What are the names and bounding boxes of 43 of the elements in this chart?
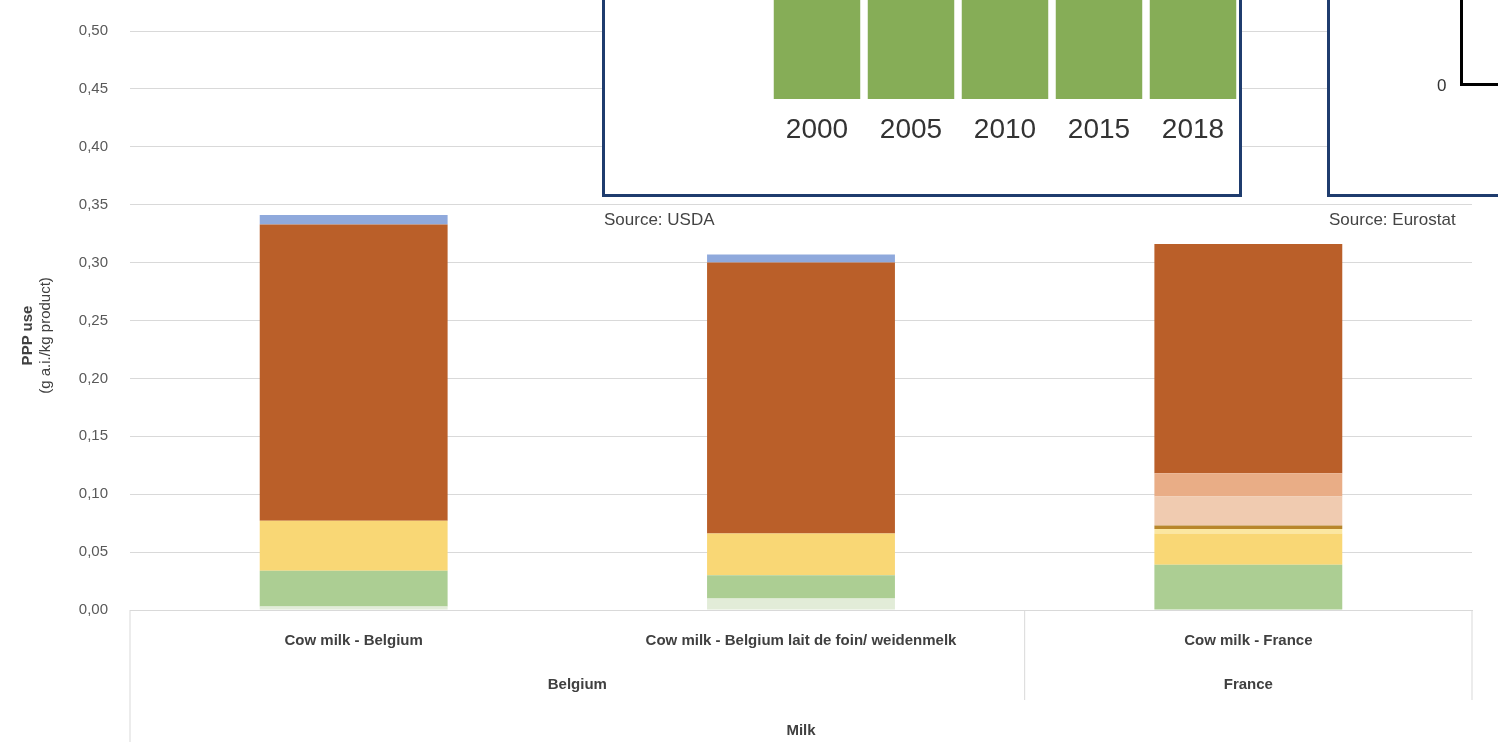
x-tick-label: Cow milk - France — [1184, 631, 1313, 649]
bar — [1154, 564, 1343, 610]
x-tick-label: 2010 — [973, 112, 1037, 144]
x-tick-label: 2015 — [1067, 112, 1131, 144]
bar — [707, 598, 895, 610]
annotation: Source: USDA — [604, 210, 715, 230]
y-tick-label: 0,45 — [78, 79, 108, 97]
y-tick-label: 0,50 — [78, 21, 108, 39]
y-tick-label: 0,05 — [78, 542, 108, 560]
bar — [259, 570, 448, 607]
bar — [259, 606, 448, 610]
bar — [1154, 528, 1343, 534]
x-tick-label: Cow milk - Belgium lait de foin/ weidenmelk — [645, 631, 958, 649]
x-tick-label: 2000 — [785, 112, 849, 144]
y-tick-label: 0,35 — [78, 194, 108, 212]
y-tick-label: 0,20 — [78, 368, 108, 386]
y-tick-label: 0,10 — [78, 484, 108, 502]
y-tick-label: 0,15 — [78, 426, 108, 444]
y-tick-label: 0,30 — [78, 252, 108, 270]
bar — [1154, 244, 1343, 474]
bar — [259, 520, 448, 571]
y-tick-label: 0,40 — [78, 136, 108, 154]
bar — [1154, 473, 1343, 497]
bar — [707, 533, 895, 576]
x-tick-label: 2018 — [1161, 112, 1225, 144]
bar — [1154, 533, 1343, 565]
bar — [1154, 496, 1343, 526]
x-tick-label: Cow milk - Belgium — [284, 631, 423, 649]
bar — [1154, 525, 1343, 529]
x-tick-label: 2005 — [879, 112, 943, 144]
y-axis-title: PPP use (g a.i./kg product) — [18, 277, 54, 394]
text: Belgium — [547, 675, 607, 693]
y-tick-label: 0,25 — [78, 310, 108, 328]
y-tick-label: 0,00 — [78, 600, 108, 618]
text: Milk — [786, 721, 817, 739]
bar — [259, 215, 448, 225]
text: France — [1223, 675, 1273, 693]
bar — [259, 224, 448, 521]
bar — [707, 254, 895, 263]
bar — [707, 575, 895, 599]
annotation: 0 — [1437, 76, 1447, 96]
annotation: Source: Eurostat — [1329, 210, 1456, 230]
bar — [707, 262, 895, 534]
